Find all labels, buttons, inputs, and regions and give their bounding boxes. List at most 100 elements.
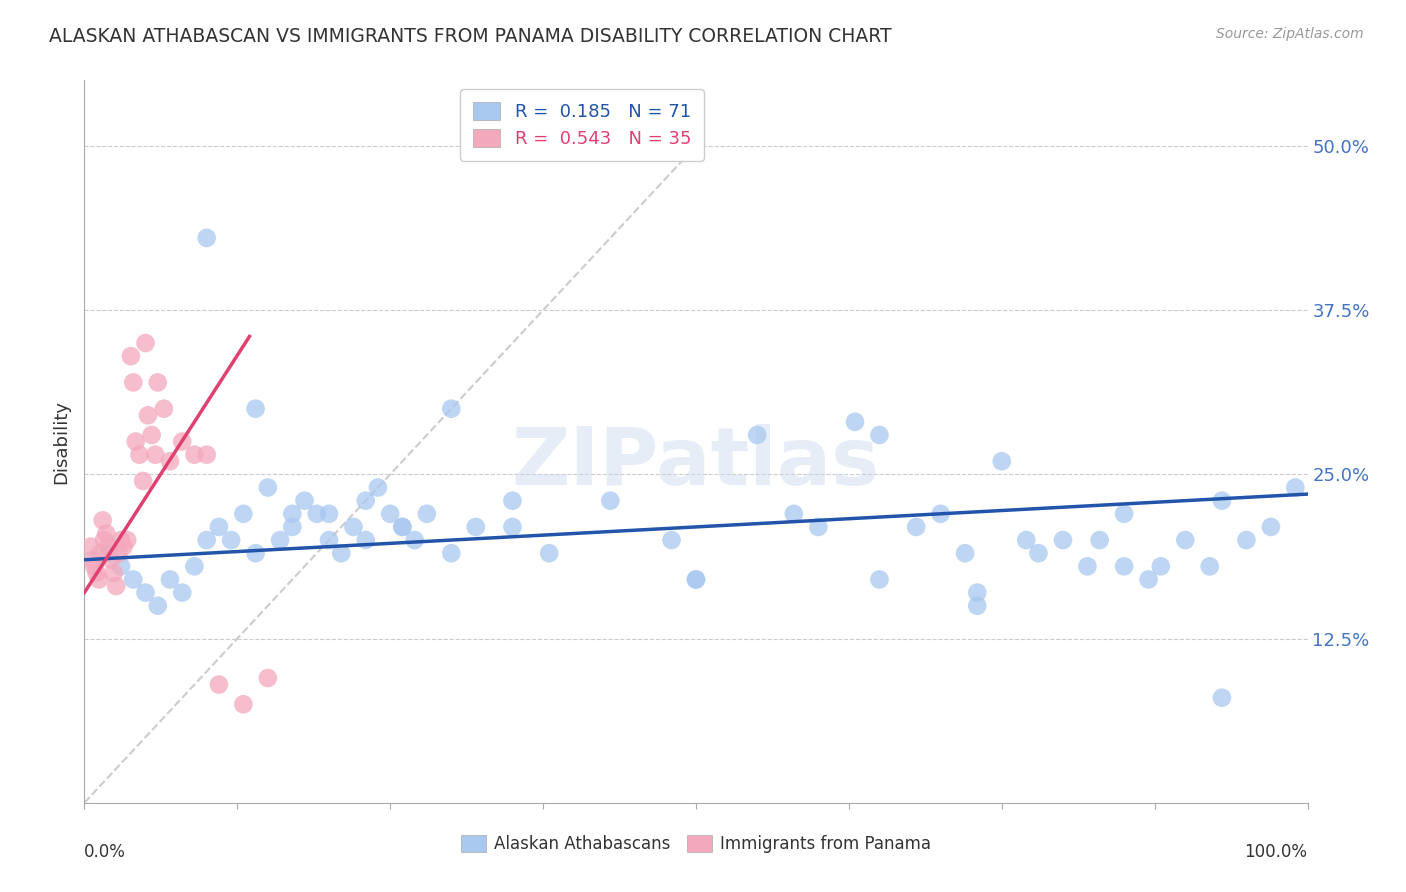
Point [404, 533, 426, 547]
Point [125, 434, 148, 449]
Point [1174, 533, 1197, 547]
Point [257, 671, 280, 685]
Point [464, 520, 486, 534]
Point [172, 585, 194, 599]
Text: Source: ZipAtlas.com: Source: ZipAtlas.com [1216, 27, 1364, 41]
Point [269, 533, 291, 547]
Y-axis label: Disability: Disability [52, 400, 70, 483]
Point [141, 428, 163, 442]
Point [208, 677, 231, 691]
Point [146, 376, 169, 390]
Point [502, 493, 524, 508]
Point [354, 533, 377, 547]
Point [93, 533, 115, 547]
Point [281, 507, 304, 521]
Point [159, 573, 181, 587]
Point [83, 559, 105, 574]
Point [153, 401, 176, 416]
Point [1028, 546, 1050, 560]
Point [112, 540, 135, 554]
Point [391, 520, 413, 534]
Point [440, 546, 463, 560]
Point [195, 533, 218, 547]
Point [110, 533, 132, 547]
Point [305, 507, 328, 521]
Text: 0.0%: 0.0% [84, 843, 127, 861]
Point [219, 533, 242, 547]
Point [97, 546, 120, 560]
Point [367, 481, 389, 495]
Point [1236, 533, 1258, 547]
Point [122, 573, 145, 587]
Point [97, 540, 120, 554]
Point [330, 546, 353, 560]
Point [1284, 481, 1306, 495]
Point [783, 507, 806, 521]
Point [1211, 690, 1233, 705]
Point [159, 454, 181, 468]
Point [502, 520, 524, 534]
Point [79, 540, 101, 554]
Point [747, 428, 769, 442]
Legend: Alaskan Athabascans, Immigrants from Panama: Alaskan Athabascans, Immigrants from Pan… [454, 828, 938, 860]
Point [91, 513, 114, 527]
Point [966, 585, 988, 599]
Point [1114, 559, 1136, 574]
Point [1137, 573, 1160, 587]
Point [232, 698, 254, 712]
Point [87, 573, 110, 587]
Point [354, 493, 377, 508]
Point [391, 520, 413, 534]
Point [86, 566, 108, 580]
Point [143, 448, 166, 462]
Point [128, 448, 150, 462]
Point [342, 520, 364, 534]
Point [115, 533, 138, 547]
Point [966, 599, 988, 613]
Point [232, 507, 254, 521]
Text: 100.0%: 100.0% [1244, 843, 1308, 861]
Point [1015, 533, 1038, 547]
Point [103, 566, 125, 580]
Point [1088, 533, 1111, 547]
Point [281, 520, 304, 534]
Point [991, 454, 1014, 468]
Point [1114, 507, 1136, 521]
Point [257, 481, 280, 495]
Point [318, 507, 340, 521]
Point [380, 507, 402, 521]
Point [96, 526, 118, 541]
Point [136, 409, 159, 423]
Point [905, 520, 928, 534]
Text: ZIPatlas: ZIPatlas [512, 425, 880, 502]
Point [929, 507, 952, 521]
Point [183, 448, 205, 462]
Point [599, 493, 621, 508]
Point [416, 507, 439, 521]
Point [685, 573, 707, 587]
Point [110, 559, 132, 574]
Point [82, 553, 104, 567]
Point [122, 376, 145, 390]
Point [685, 573, 707, 587]
Point [195, 448, 218, 462]
Point [245, 401, 267, 416]
Point [294, 493, 316, 508]
Point [89, 546, 111, 560]
Point [1150, 559, 1173, 574]
Point [1198, 559, 1220, 574]
Point [208, 520, 231, 534]
Point [195, 231, 218, 245]
Point [1052, 533, 1074, 547]
Point [183, 559, 205, 574]
Point [1211, 493, 1233, 508]
Point [661, 533, 683, 547]
Point [538, 546, 561, 560]
Point [135, 336, 157, 351]
Point [146, 599, 169, 613]
Point [440, 401, 463, 416]
Point [135, 585, 157, 599]
Point [844, 415, 866, 429]
Point [100, 553, 122, 567]
Text: ALASKAN ATHABASCAN VS IMMIGRANTS FROM PANAMA DISABILITY CORRELATION CHART: ALASKAN ATHABASCAN VS IMMIGRANTS FROM PA… [49, 27, 891, 45]
